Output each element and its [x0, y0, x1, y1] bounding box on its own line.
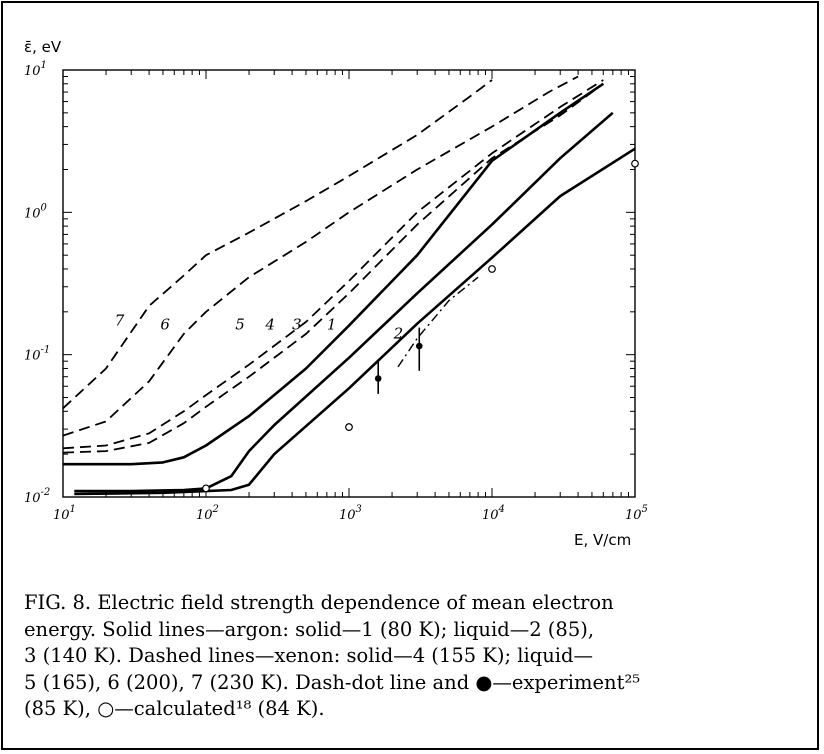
y-tick-label-exponent: 0	[41, 202, 48, 213]
series-label-4: 4	[264, 316, 275, 334]
ticks	[62, 70, 635, 498]
y-axis-label-text: ε̄, eV	[24, 38, 62, 56]
x-tick-label-exponent: 1	[70, 504, 76, 515]
x-tick-label: 101	[53, 504, 76, 523]
series-line-7	[62, 79, 493, 409]
x-tick-label-exponent: 5	[642, 504, 648, 515]
caption-line-5: (85 K), ○—calculated¹⁸ (84 K).	[24, 697, 325, 720]
series-line-4	[62, 83, 604, 454]
series-line-5	[62, 79, 604, 450]
y-tick-label-base: 10	[24, 491, 41, 506]
y-tick-label: 100	[24, 202, 48, 221]
calculated-point	[202, 484, 210, 493]
calculated-point	[631, 159, 639, 168]
series-line-dash-dot-experiment	[397, 276, 479, 368]
y-axis-label: ε̄, eV	[24, 38, 62, 56]
x-tick-label-base: 10	[482, 508, 499, 523]
x-tick-label-base: 10	[625, 508, 642, 523]
experiment-point	[415, 342, 423, 350]
y-tick-label-exponent: -1	[41, 345, 51, 356]
x-tick-label: 104	[482, 504, 505, 523]
x-tick-label: 105	[625, 504, 648, 523]
x-tick-label-exponent: 2	[212, 504, 219, 515]
y-tick-label-base: 10	[24, 206, 41, 221]
series-label-2: 2	[393, 324, 404, 342]
series-label-7: 7	[115, 312, 125, 330]
series-label-1: 1	[327, 316, 337, 334]
x-tick-label-exponent: 3	[356, 504, 362, 515]
series-line-3	[63, 82, 605, 466]
series-line-6	[62, 75, 579, 437]
series-line-2	[74, 147, 636, 496]
points-layer	[202, 159, 639, 493]
experiment-point	[374, 375, 382, 382]
x-axis-label: E, V/cm	[574, 531, 631, 549]
calculated-point	[345, 423, 353, 431]
x-tick-label: 102	[196, 504, 219, 523]
series-label-6: 6	[160, 316, 170, 334]
y-tick-label: 101	[24, 60, 47, 79]
calculated-point	[488, 265, 496, 273]
y-tick-label-exponent: 1	[41, 60, 47, 71]
series-layer	[62, 75, 636, 496]
x-tick-label: 103	[339, 504, 362, 523]
caption-line-1: FIG. 8. Electric field strength dependen…	[24, 591, 614, 614]
series-label-3: 3	[292, 316, 302, 334]
caption-line-2: energy. Solid lines—argon: solid—1 (80 K…	[24, 617, 595, 641]
caption-line-3: 3 (140 K). Dashed lines—xenon: solid—4 (…	[24, 644, 594, 667]
y-tick-label: 10-2	[24, 487, 50, 506]
caption-line-4: 5 (165), 6 (200), 7 (230 K). Dash-dot li…	[24, 670, 641, 694]
series-line-1	[74, 111, 614, 493]
y-tick-label-base: 10	[24, 64, 41, 79]
x-tick-label-base: 10	[53, 508, 70, 523]
x-axis-label-text: E, V/cm	[574, 531, 631, 549]
y-tick-label: 10-1	[24, 345, 50, 364]
x-tick-label-exponent: 4	[498, 504, 505, 515]
y-tick-label-base: 10	[24, 349, 41, 364]
figure-caption: FIG. 8. Electric field strength dependen…	[24, 590, 814, 723]
x-tick-label-base: 10	[339, 508, 356, 523]
x-tick-label-base: 10	[196, 508, 213, 523]
y-tick-label-exponent: -2	[41, 487, 51, 498]
series-label-5: 5	[235, 316, 245, 334]
